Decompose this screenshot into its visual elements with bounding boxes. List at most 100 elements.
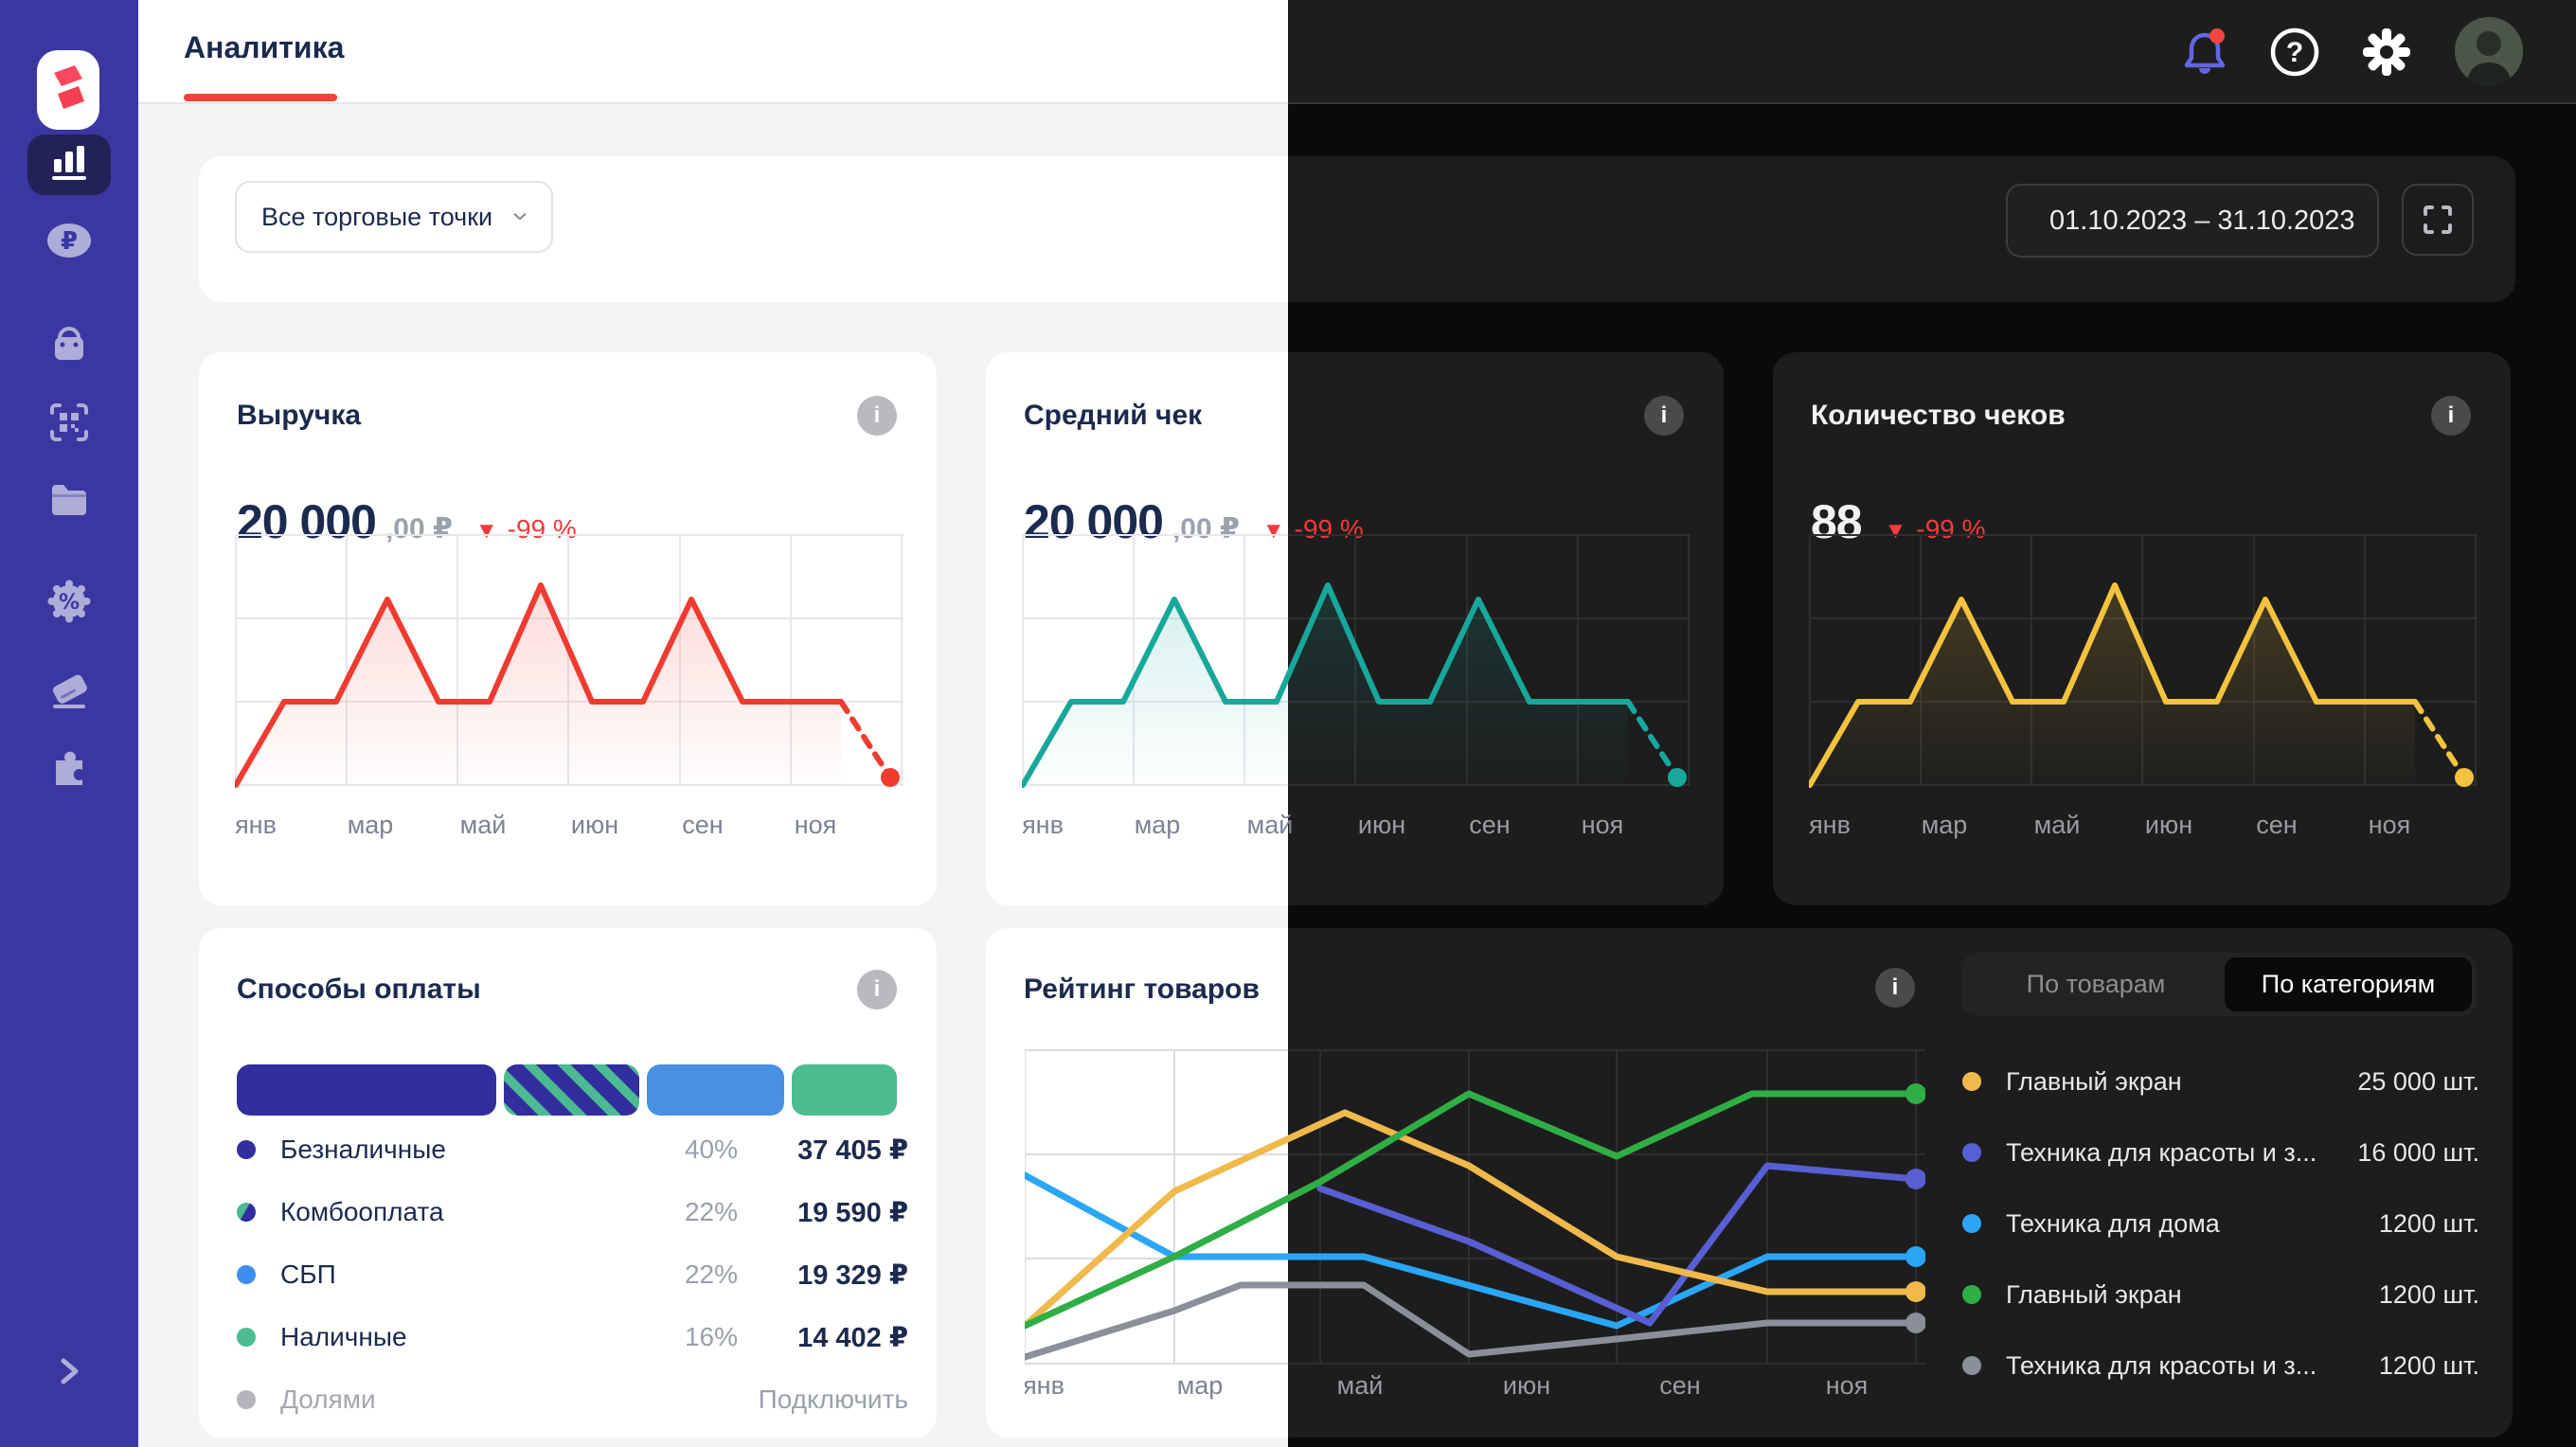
tab-by-products[interactable]: По товарам (2026, 970, 2166, 998)
avatar[interactable] (2455, 17, 2523, 85)
revenue-decimals: ,00 ₽ (385, 513, 453, 545)
revenue-delta: -99 % (507, 514, 577, 544)
svg-text:сен: сен (1659, 1371, 1700, 1400)
fullscreen-button[interactable] (2402, 184, 2474, 256)
sidebar-item-qr[interactable] (0, 392, 138, 453)
payment-method-value: Подключить (758, 1384, 908, 1414)
rating-legend-row: Техника для красоты и з... 16 000 шт. (1962, 1134, 2479, 1171)
revenue-card-title: Выручка (237, 400, 362, 431)
payment-method-value: 14 402 ₽ (797, 1322, 908, 1353)
payment-method-row[interactable]: Комбооплата 22% 19 590 ₽ (237, 1193, 908, 1231)
folder-icon (52, 485, 86, 515)
average-check-card: Средний чек i 20 000,00 ₽ ▼ -99 % янв мар… (986, 352, 1724, 905)
svg-text:июн: июн (1358, 811, 1405, 839)
sidebar-item-discounts[interactable]: % (0, 571, 138, 632)
receipts-count-value: 88 (1811, 495, 1863, 548)
sidebar-collapse-button[interactable] (0, 1341, 138, 1402)
sidebar-item-documents[interactable] (0, 470, 138, 530)
payment-methods-card: Способы оплаты i Безналичные 40% 37 405 … (199, 928, 937, 1438)
payment-method-row[interactable]: Наличные 16% 14 402 ₽ (237, 1318, 908, 1356)
card-insert-icon (52, 674, 87, 708)
sidebar-item-shop[interactable] (0, 314, 138, 375)
trend-down-icon: ▼ (1884, 518, 1907, 544)
svg-text:сен: сен (1469, 811, 1510, 839)
rating-legend-row: Техника для дома 1200 шт. (1962, 1205, 2479, 1242)
revenue-value: 20 000 (237, 495, 377, 548)
sidebar: ₽ (0, 0, 138, 1447)
product-rating-card: Рейтинг товаров i По товарам По категори… (986, 928, 2513, 1438)
receipts-count-chart: янв мар май июн сен ноя (1809, 521, 2478, 843)
payment-methods-title: Способы оплаты (237, 974, 481, 1005)
payment-method-percent: 16% (684, 1322, 738, 1351)
payment-method-row[interactable]: Безналичные 40% 37 405 ₽ (237, 1131, 908, 1169)
receipts-count-title: Количество чеков (1811, 400, 2066, 431)
info-icon[interactable]: i (1644, 396, 1684, 436)
rating-legend-row: Главный экран 1200 шт. (1962, 1276, 2479, 1313)
app-logo[interactable] (37, 50, 99, 130)
legend-color-dot (1962, 1143, 1981, 1162)
svg-text:сен: сен (682, 811, 723, 839)
discount-badge-icon: % (47, 580, 91, 623)
payment-method-value: 19 329 ₽ (797, 1259, 908, 1291)
payment-method-label: Безналичные (280, 1134, 446, 1164)
legend-value: 1200 шт. (2378, 1350, 2479, 1380)
product-rating-chart: янв мар май июн сен ноя (1025, 1042, 1925, 1402)
payment-method-percent: 40% (684, 1134, 738, 1164)
svg-text:янв: янв (1025, 1371, 1064, 1400)
svg-text:ноя: ноя (1826, 1371, 1869, 1400)
sidebar-item-card-payment[interactable] (0, 660, 138, 721)
legend-label: Техника для дома (2006, 1208, 2220, 1238)
legend-label: Главный экран (2006, 1066, 2182, 1096)
payment-method-percent: 22% (684, 1197, 738, 1226)
legend-color-dot (1962, 1356, 1981, 1375)
payment-method-row[interactable]: Долями Подключить (237, 1381, 908, 1419)
legend-color-dot (1962, 1072, 1981, 1091)
info-icon[interactable]: i (857, 970, 897, 1009)
sidebar-item-integrations[interactable] (0, 738, 138, 798)
chevron-right-icon (61, 1358, 79, 1384)
payment-method-value: 19 590 ₽ (797, 1197, 908, 1228)
payment-method-row[interactable]: СБП 22% 19 329 ₽ (237, 1256, 908, 1294)
legend-label: Техника для красоты и з... (2006, 1350, 2317, 1380)
tab-by-categories[interactable]: По категориям (2225, 957, 2472, 1011)
payment-color-dot (237, 1390, 256, 1409)
notification-badge (2209, 28, 2225, 44)
receipts-count-card: Количество чеков i 88 ▼ -99 % янв мар май и… (1773, 352, 2511, 905)
info-icon[interactable]: i (857, 396, 897, 436)
svg-text:₽: ₽ (61, 227, 78, 256)
svg-text:сен: сен (2256, 811, 2297, 839)
average-check-title: Средний чек (1024, 400, 1203, 431)
legend-value: 16 000 шт. (2357, 1137, 2479, 1167)
question-circle-icon: ? (2270, 27, 2319, 77)
sidebar-item-analytics[interactable] (27, 134, 111, 195)
payment-color-dot (237, 1140, 256, 1159)
receipts-count-kpi: 88 ▼ -99 % (1811, 494, 1986, 549)
trend-down-icon: ▼ (1261, 518, 1285, 544)
info-icon[interactable]: i (2431, 396, 2471, 436)
help-button[interactable]: ? (2267, 25, 2322, 80)
rating-legend-row: Главный экран 25 000 шт. (1962, 1063, 2479, 1100)
svg-text:мар: мар (1922, 811, 1968, 839)
svg-text:янв: янв (1809, 811, 1851, 839)
svg-text:мар: мар (348, 811, 394, 839)
trend-down-icon: ▼ (474, 518, 498, 544)
bar-chart-icon (52, 146, 86, 180)
info-icon[interactable]: i (1875, 968, 1915, 1008)
sidebar-item-payments[interactable]: ₽ (0, 210, 138, 271)
puzzle-icon (56, 751, 82, 785)
notifications-button[interactable] (2177, 25, 2232, 80)
payment-methods-bar (237, 1064, 908, 1116)
settings-button[interactable] (2359, 25, 2414, 80)
svg-text:май: май (1247, 811, 1294, 839)
svg-text:май: май (460, 811, 507, 839)
payment-bar-segment (647, 1064, 784, 1116)
average-check-value: 20 000 (1024, 495, 1164, 548)
ruble-icon: ₽ (47, 223, 91, 258)
revenue-kpi: 20 000,00 ₽ ▼ -99 % (237, 494, 577, 549)
rating-tabs: По товарам По категориям (1962, 953, 2477, 1016)
receipts-count-delta: -99 % (1916, 514, 1986, 544)
svg-text:?: ? (2286, 37, 2303, 68)
outlet-select[interactable]: Все торговые точки (235, 181, 553, 253)
date-range-picker[interactable]: 01.10.2023 – 31.10.2023 (2006, 184, 2379, 258)
